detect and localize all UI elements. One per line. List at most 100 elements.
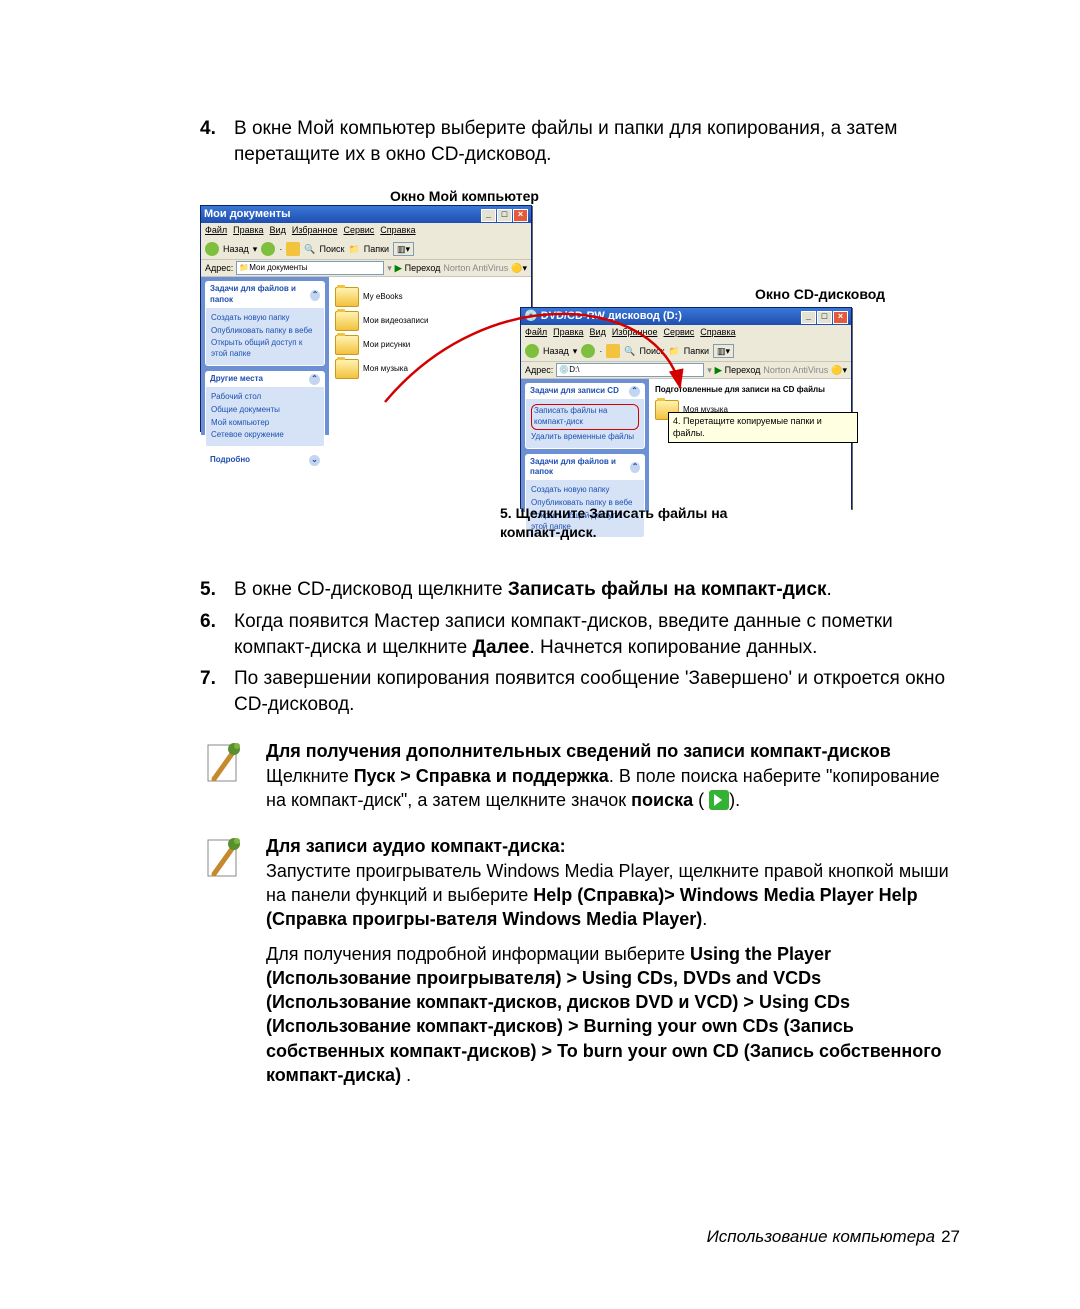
menu-item[interactable]: Избранное (292, 225, 338, 235)
window-title: 💿 DVD/CD-RW дисковод (D:) (524, 309, 682, 324)
collapse-icon[interactable]: ⌃ (310, 290, 320, 301)
menu-item[interactable]: Справка (700, 327, 735, 337)
note-text: Для получения дополнительных сведений по… (266, 739, 960, 812)
figure-caption: Окно CD-дисковод (755, 285, 885, 304)
up-icon[interactable] (606, 344, 620, 358)
folder-content: Подготовленные для записи на CD файлы Мо… (649, 379, 851, 512)
page-number: 27 (941, 1227, 960, 1246)
panel-title: Задачи для файлов и папок (530, 457, 630, 479)
section-header: Подготовленные для записи на CD файлы (655, 385, 845, 396)
document-page: 4. В окне Мой компьютер выберите файлы и… (0, 0, 1080, 1309)
address-bar: Адрес: 📁 Мои документы ▾ ▶Переход Norton… (201, 260, 531, 277)
folders-label[interactable]: Папки (364, 243, 389, 255)
list-item: 4. В окне Мой компьютер выберите файлы и… (200, 116, 960, 167)
address-input[interactable]: 📁 Мои документы (236, 261, 384, 275)
task-link[interactable]: Создать новую папку (211, 313, 319, 324)
list-item: 5. В окне CD-дисковод щелкните Записать … (200, 577, 960, 603)
place-link[interactable]: Общие документы (211, 405, 319, 416)
folder-icon (335, 311, 359, 331)
collapse-icon[interactable]: ⌃ (629, 386, 640, 397)
menu-item[interactable]: Избранное (612, 327, 658, 337)
places-panel: Другие места⌃ Рабочий стол Общие докумен… (205, 371, 325, 447)
toolbar: Назад ▾ · 🔍Поиск 📁Папки ▥▾ (201, 239, 531, 260)
menu-item[interactable]: Вид (590, 327, 606, 337)
task-link[interactable]: Удалить временные файлы (531, 432, 639, 443)
task-link[interactable]: Опубликовать папку в вебе (211, 326, 319, 337)
ordinal: 5. (200, 577, 234, 603)
details-panel: Подробно⌄ (205, 452, 325, 469)
menu-item[interactable]: Сервис (663, 327, 694, 337)
maximize-button[interactable]: □ (497, 209, 512, 222)
views-button[interactable]: ▥▾ (393, 242, 414, 256)
note-block: Для записи аудио компакт-диска: Запустит… (200, 834, 960, 1087)
expand-icon[interactable]: ⌄ (309, 455, 320, 466)
task-link-write-cd[interactable]: Записать файлы на компакт-диск (531, 404, 639, 430)
folder-icon (335, 359, 359, 379)
back-label: Назад (543, 345, 569, 357)
minimize-button[interactable]: _ (481, 209, 496, 222)
menu-item[interactable]: Правка (233, 225, 263, 235)
menu-item[interactable]: Сервис (343, 225, 374, 235)
folders-label[interactable]: Папки (684, 345, 709, 357)
folder-item[interactable]: Мои рисунки (335, 335, 525, 355)
folder-icon (335, 335, 359, 355)
norton-label: Norton AntiVirus (763, 364, 828, 376)
ordinal: 4. (200, 116, 234, 167)
menu-item[interactable]: Вид (270, 225, 286, 235)
address-label: Адрес: (525, 364, 553, 376)
menu-item[interactable]: Правка (553, 327, 583, 337)
views-button[interactable]: ▥▾ (713, 344, 734, 358)
back-icon[interactable] (205, 242, 219, 256)
maximize-button[interactable]: □ (817, 311, 832, 324)
folder-item[interactable]: Моя музыка (335, 359, 525, 379)
menu-item[interactable]: Справка (380, 225, 415, 235)
minimize-button[interactable]: _ (801, 311, 816, 324)
window-cd-drive: 💿 DVD/CD-RW дисковод (D:) _□× Файл Правка… (520, 307, 852, 509)
task-link[interactable]: Создать новую папку (531, 485, 639, 496)
folder-icon (335, 287, 359, 307)
search-label[interactable]: Поиск (320, 243, 345, 255)
collapse-icon[interactable]: ⌃ (630, 462, 640, 473)
address-input[interactable]: 💿 D:\ (556, 363, 704, 377)
figure: Окно Мой компьютер Окно CD-дисковод Мои … (190, 187, 950, 557)
folder-item[interactable]: My eBooks (335, 287, 525, 307)
panel-title: Задачи для файлов и папок (210, 284, 310, 306)
back-icon[interactable] (525, 344, 539, 358)
panel-title: Задачи для записи CD (530, 386, 619, 397)
menubar: Файл Правка Вид Избранное Сервис Справка (201, 223, 531, 239)
back-label: Назад (223, 243, 249, 255)
address-label: Адрес: (205, 262, 233, 274)
search-go-icon (709, 790, 729, 810)
ordinal: 6. (200, 609, 234, 660)
window-controls: _□× (480, 207, 528, 222)
window-my-documents: Мои документы _□× ФайлПравкаВидИзбранное… (200, 205, 532, 432)
step-text: В окне Мой компьютер выберите файлы и па… (234, 116, 960, 167)
tasks-pane: Задачи для записи CD ⌃ Записать файлы на … (521, 379, 649, 512)
note-icon (200, 834, 248, 1087)
callout-step5: 5. Щелкните Записать файлы на компакт-ди… (500, 504, 780, 542)
note-text: Для записи аудио компакт-диска: Запустит… (266, 834, 960, 1087)
collapse-icon[interactable]: ⌃ (309, 374, 320, 385)
place-link[interactable]: Рабочий стол (211, 392, 319, 403)
go-button[interactable]: ▶ (395, 262, 402, 274)
forward-icon[interactable] (581, 344, 595, 358)
search-label[interactable]: Поиск (640, 345, 665, 357)
folder-content: My eBooks Мои видеозаписи Мои рисунки Мо… (329, 277, 531, 435)
address-bar: Адрес: 💿 D:\ ▾ ▶Переход Norton AntiVirus… (521, 362, 851, 379)
close-button[interactable]: × (833, 311, 848, 324)
folder-item[interactable]: Мои видеозаписи (335, 311, 525, 331)
place-link[interactable]: Сетевое окружение (211, 430, 319, 441)
ordinal: 7. (200, 666, 234, 717)
place-link[interactable]: Мой компьютер (211, 418, 319, 429)
go-button[interactable]: ▶ (715, 364, 722, 376)
menu-item[interactable]: Файл (205, 225, 227, 235)
task-panel: Задачи для файлов и папок⌃ Создать новую… (205, 281, 325, 366)
task-link[interactable]: Открыть общий доступ к этой папке (211, 338, 319, 360)
forward-icon[interactable] (261, 242, 275, 256)
up-icon[interactable] (286, 242, 300, 256)
step-text: По завершении копирования появится сообщ… (234, 666, 960, 717)
close-button[interactable]: × (513, 209, 528, 222)
step-text: В окне CD-дисковод щелкните Записать фай… (234, 577, 960, 603)
menu-item[interactable]: Файл (525, 327, 547, 337)
figure-caption: Окно Мой компьютер (390, 187, 539, 206)
